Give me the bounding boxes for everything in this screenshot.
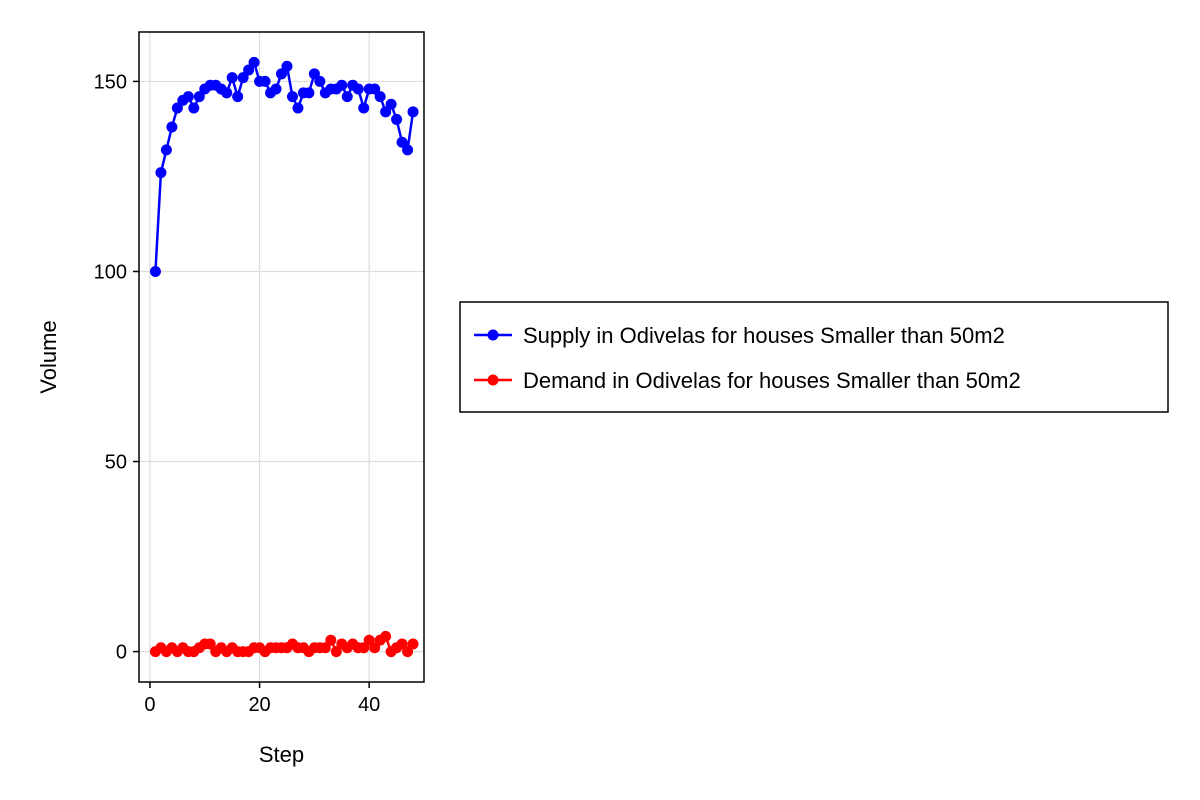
data-point bbox=[149, 265, 161, 277]
data-point bbox=[292, 102, 304, 114]
data-point bbox=[407, 638, 419, 650]
data-point bbox=[336, 79, 348, 91]
data-point bbox=[396, 136, 408, 148]
data-point bbox=[314, 75, 326, 87]
data-point bbox=[226, 72, 238, 84]
series-layer bbox=[149, 56, 419, 658]
data-point bbox=[308, 68, 320, 80]
data-point bbox=[407, 106, 419, 118]
data-point bbox=[402, 646, 414, 658]
data-point bbox=[385, 98, 397, 110]
data-point bbox=[319, 642, 331, 654]
data-point bbox=[270, 83, 282, 95]
data-point bbox=[374, 91, 386, 103]
legend-item: Demand in Odivelas for houses Smaller th… bbox=[474, 368, 1021, 393]
data-point bbox=[259, 75, 271, 87]
data-point bbox=[358, 642, 370, 654]
legend-label: Supply in Odivelas for houses Smaller th… bbox=[523, 323, 1005, 348]
legend-swatch-marker bbox=[487, 374, 499, 386]
legend-swatch-marker bbox=[487, 329, 499, 341]
x-tick-label: 0 bbox=[144, 694, 155, 716]
legend: Supply in Odivelas for houses Smaller th… bbox=[459, 301, 1169, 413]
x-axis-label: Step bbox=[259, 742, 304, 767]
legend-label: Demand in Odivelas for houses Smaller th… bbox=[523, 368, 1021, 393]
grid bbox=[139, 32, 424, 682]
y-tick-label: 50 bbox=[105, 452, 127, 474]
y-tick-label: 0 bbox=[116, 642, 127, 664]
data-point bbox=[402, 144, 414, 156]
data-point bbox=[325, 634, 337, 646]
data-point bbox=[232, 91, 244, 103]
data-point bbox=[380, 106, 392, 118]
data-point bbox=[352, 83, 364, 95]
data-point bbox=[237, 72, 249, 84]
data-point bbox=[358, 102, 370, 114]
data-point bbox=[330, 646, 342, 658]
data-point bbox=[204, 638, 216, 650]
data-point bbox=[286, 91, 298, 103]
data-point bbox=[396, 638, 408, 650]
data-point bbox=[281, 60, 293, 72]
legend-item: Supply in Odivelas for houses Smaller th… bbox=[474, 323, 1005, 348]
data-point bbox=[155, 167, 167, 179]
data-point bbox=[276, 68, 287, 80]
y-tick-label: 100 bbox=[94, 261, 127, 283]
data-point bbox=[303, 87, 315, 99]
y-axis-label: Volume bbox=[36, 320, 61, 393]
data-point bbox=[243, 64, 255, 76]
data-point bbox=[160, 144, 172, 156]
x-tick-label: 20 bbox=[248, 694, 270, 716]
data-point bbox=[171, 102, 183, 114]
y-tick-label: 150 bbox=[94, 71, 127, 93]
series-demand bbox=[149, 630, 419, 658]
data-point bbox=[369, 83, 381, 95]
legend-box bbox=[459, 301, 1169, 413]
data-point bbox=[248, 56, 260, 68]
data-point bbox=[391, 113, 403, 125]
series-supply bbox=[149, 56, 419, 277]
axis-ticks: 0 20 40 0 50 100 150 bbox=[94, 71, 381, 716]
data-point bbox=[188, 102, 200, 114]
data-point bbox=[363, 634, 375, 646]
plot-frame bbox=[138, 31, 425, 683]
data-point bbox=[193, 91, 205, 103]
data-point bbox=[182, 91, 194, 103]
data-point bbox=[380, 630, 392, 642]
data-point bbox=[221, 87, 233, 99]
data-point bbox=[341, 91, 353, 103]
x-tick-label: 40 bbox=[358, 694, 380, 716]
data-point bbox=[369, 642, 381, 654]
data-point bbox=[166, 121, 178, 133]
